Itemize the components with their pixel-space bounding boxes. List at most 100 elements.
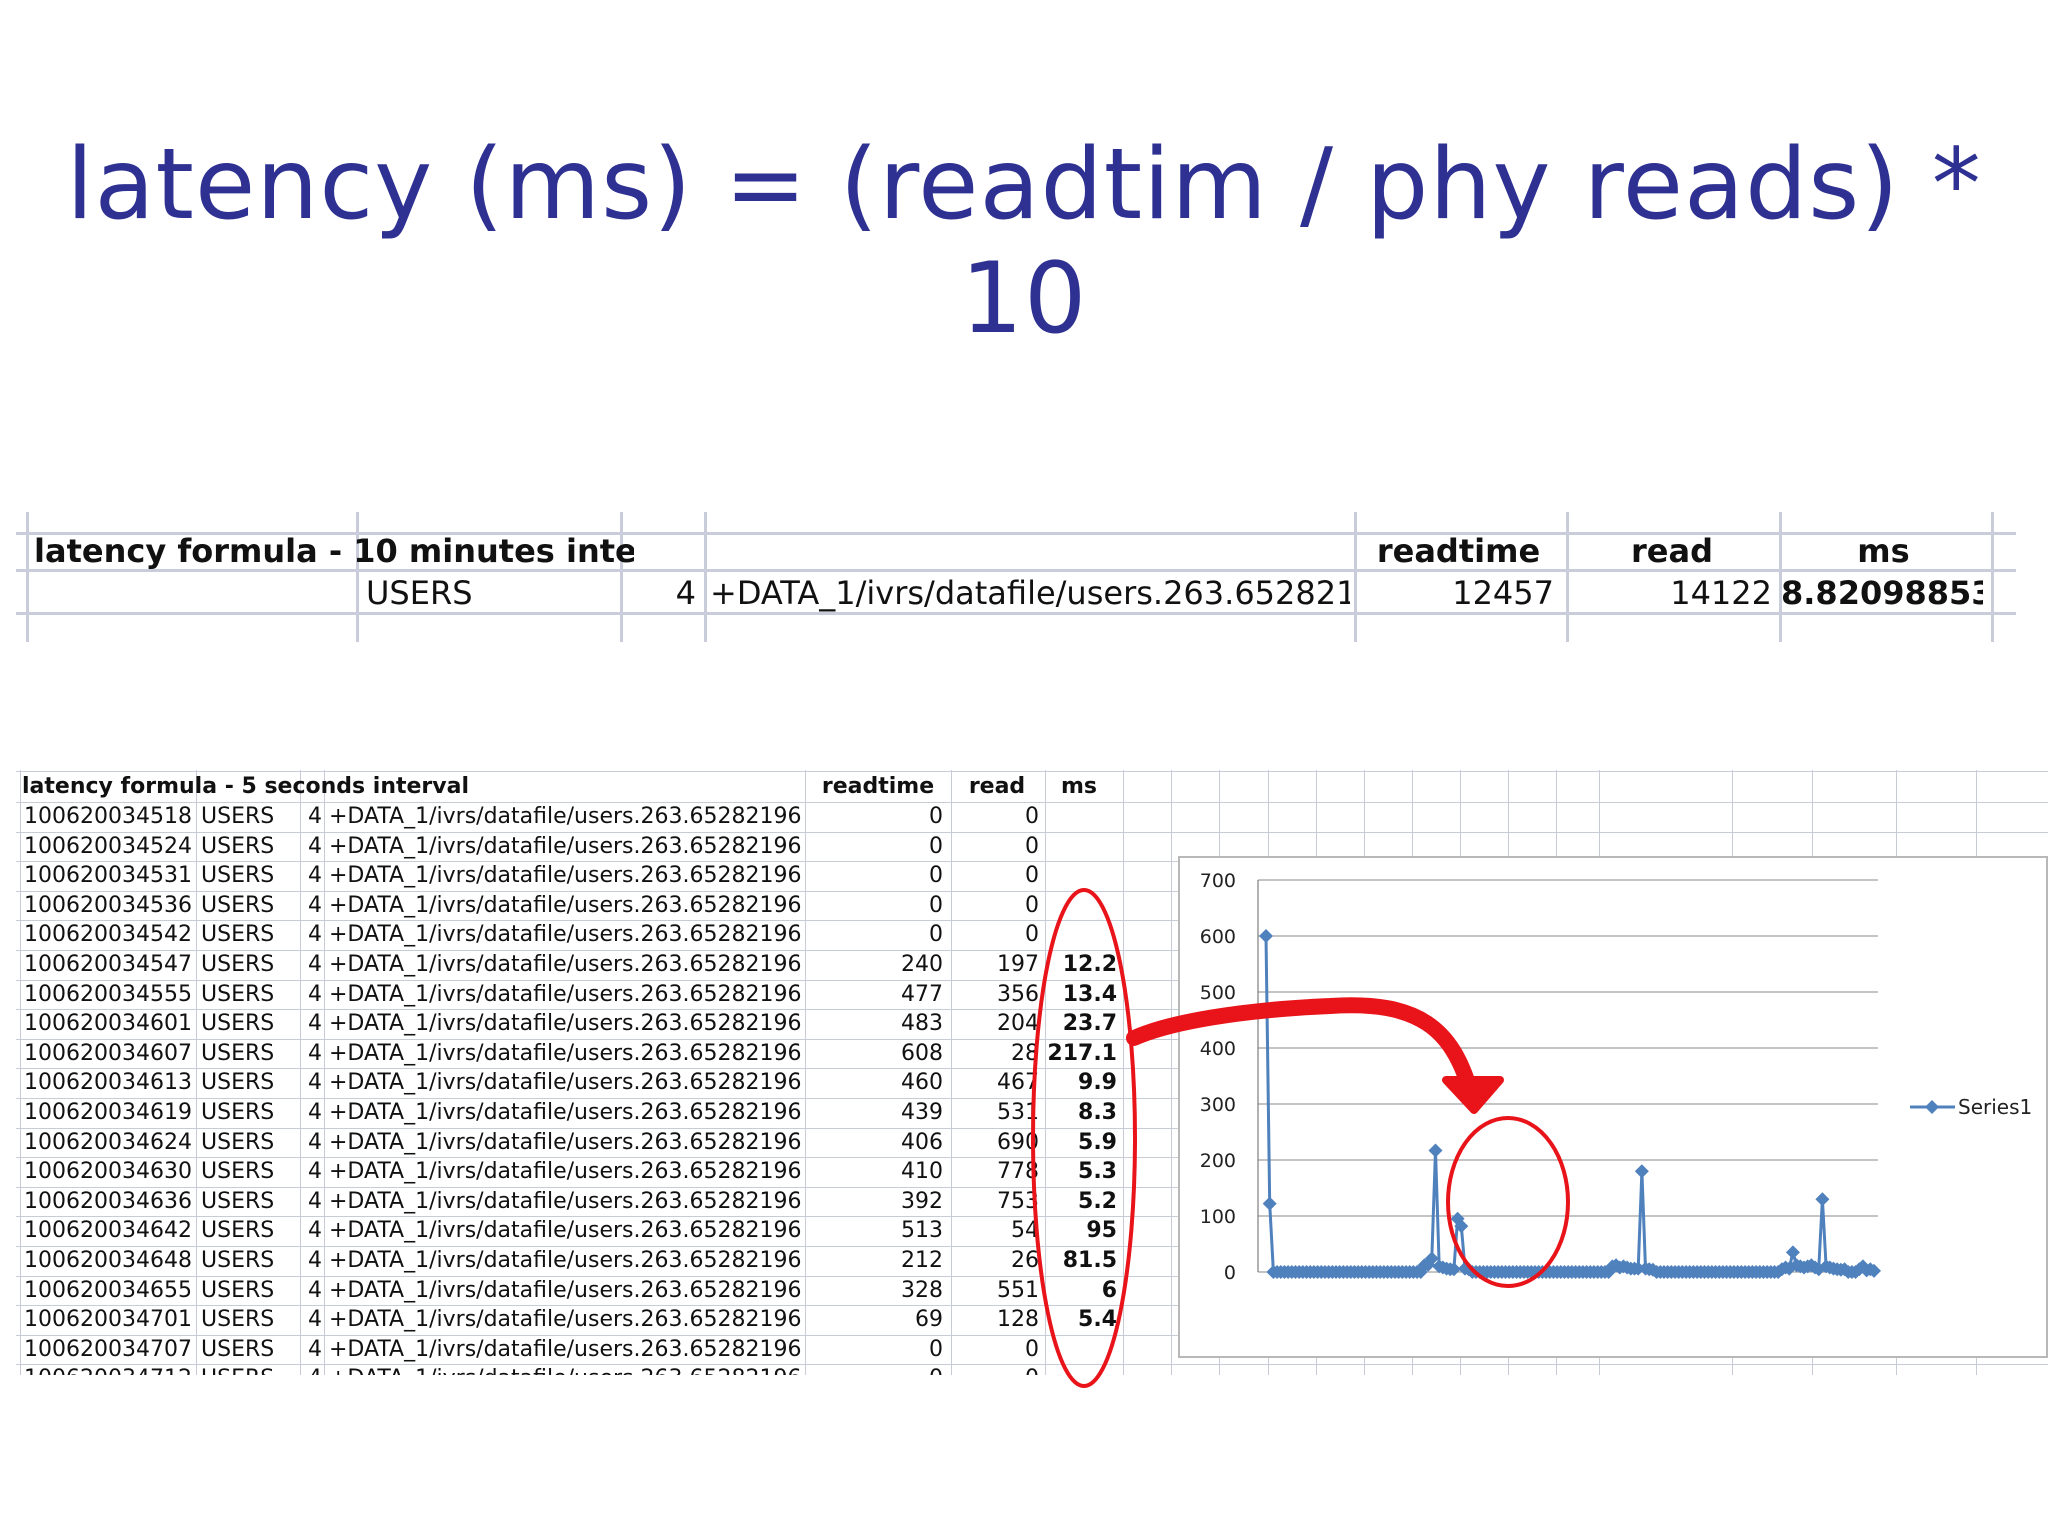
row-file-name: +DATA_1/ivrs/datafile/users.263.65282196… (329, 1307, 803, 1333)
row-read: 197 (997, 952, 1039, 977)
row-readtime: 410 (901, 1159, 943, 1185)
row-file-no: 4 (308, 892, 322, 918)
row-file-no: 4 (308, 922, 322, 948)
row-read: 28 (1011, 1040, 1039, 1066)
row-file-no: 4 (308, 1100, 322, 1125)
row-file-name: +DATA_1/ivrs/datafile/users.263.65282196… (329, 1070, 803, 1096)
row-ms: 5.2 (1078, 1188, 1117, 1214)
row-ms (1047, 891, 1117, 920)
row-tablespace: USERS (201, 1248, 275, 1273)
summary-readtime: 12457 (1452, 574, 1554, 612)
row-tablespace: USERS (201, 1307, 275, 1333)
row-file-name: +DATA_1/ivrs/datafile/users.263.65282196… (329, 1277, 803, 1303)
latency-chart-svg: 0 100 200 300 400 500 600 700 Series1 (1200, 870, 2033, 1284)
row-read: 128 (997, 1307, 1039, 1333)
row-readtime: 0 (929, 804, 943, 829)
row-file-name: +DATA_1/ivrs/datafile/users.263.65282196… (329, 952, 803, 977)
grid-line-v (805, 770, 806, 1375)
row-readtime: 513 (901, 1218, 943, 1244)
row-file-no: 4 (308, 981, 322, 1007)
row-readtime: 328 (901, 1277, 943, 1303)
row-file-no: 4 (308, 952, 322, 977)
row-file-name: +DATA_1/ivrs/datafile/users.263.65282196… (329, 1188, 803, 1214)
row-tablespace: USERS (201, 1188, 275, 1214)
row-tablespace: USERS (201, 1040, 275, 1066)
row-timestamp: 100620034630 (24, 1159, 192, 1185)
row-readtime: 212 (901, 1248, 943, 1273)
row-tablespace: USERS (201, 1159, 275, 1185)
row-read: 778 (997, 1159, 1039, 1185)
row-file-name: +DATA_1/ivrs/datafile/users.263.65282196… (329, 1011, 803, 1037)
row-read: 26 (1011, 1248, 1039, 1273)
summary-heading: latency formula - 10 minutes interval (34, 532, 634, 570)
row-tablespace: USERS (201, 1364, 299, 1375)
y-tick-label: 700 (1200, 870, 1236, 892)
grid-line-h (16, 831, 2048, 833)
row-ms: 81.5 (1062, 1248, 1117, 1273)
row-timestamp: 100620034536 (24, 892, 192, 918)
summary-file-no: 4 (675, 574, 696, 612)
row-readtime: 69 (915, 1307, 943, 1333)
row-file-name: +DATA_1/ivrs/datafile/users.263.65282196… (329, 981, 803, 1007)
row-read: 204 (997, 1011, 1039, 1037)
row-file-no: 4 (308, 1070, 322, 1096)
row-timestamp: 100620034642 (24, 1218, 192, 1244)
row-ms (1047, 832, 1117, 861)
y-tick-label: 400 (1200, 1038, 1236, 1060)
row-file-no: 4 (308, 1040, 322, 1066)
summary-ms: 8.82098853 (1781, 574, 1983, 612)
row-timestamp: 100620034555 (24, 981, 192, 1007)
row-ms (1047, 802, 1117, 831)
row-file-no: 4 (308, 1188, 322, 1214)
row-readtime: 240 (901, 952, 943, 977)
latency-chart: 0 100 200 300 400 500 600 700 Series1 (1178, 856, 2048, 1358)
row-timestamp: 100620034648 (24, 1248, 192, 1273)
row-file-no: 4 (308, 1277, 322, 1303)
y-tick-label: 100 (1200, 1206, 1236, 1228)
row-tablespace: USERS (201, 1336, 275, 1362)
row-file-name: +DATA_1/ivrs/datafile/users.263.65282196… (329, 1129, 803, 1155)
row-readtime: 439 (901, 1100, 943, 1125)
grid-line-v (951, 770, 952, 1375)
row-file-name: +DATA_1/ivrs/datafile/users.263.65282196… (329, 892, 803, 918)
row-file-no: 4 (308, 1159, 322, 1185)
row-readtime: 0 (929, 833, 943, 859)
detail-col-ms: ms (1060, 774, 1098, 799)
row-timestamp: 100620034712 (24, 1364, 194, 1375)
row-read: 551 (997, 1277, 1039, 1303)
y-tick-label: 200 (1200, 1150, 1236, 1172)
row-ms (1047, 1364, 1117, 1375)
data-point (1811, 1262, 1826, 1277)
row-file-no: 4 (308, 1336, 322, 1362)
row-file-name: +DATA_1/ivrs/datafile/users.263.65282196… (329, 1364, 803, 1375)
row-file-no: 4 (308, 1129, 322, 1155)
row-read: 0 (1025, 922, 1039, 948)
row-readtime: 483 (901, 1011, 943, 1037)
grid-line-v (324, 770, 325, 1375)
row-file-name: +DATA_1/ivrs/datafile/users.263.65282196… (329, 1159, 803, 1185)
grid-line-h (16, 771, 2048, 772)
row-readtime: 392 (901, 1188, 943, 1214)
row-read: 0 (1025, 863, 1039, 889)
row-tablespace: USERS (201, 804, 275, 829)
data-point (1259, 929, 1273, 943)
row-tablespace: USERS (201, 922, 275, 948)
data-point (1867, 1263, 1881, 1278)
summary-col-ms: ms (1857, 532, 1910, 570)
legend-label: Series1 (1958, 1095, 2032, 1119)
row-tablespace: USERS (201, 1277, 275, 1303)
grid-line-v (20, 770, 21, 1375)
data-point (1785, 1245, 1800, 1260)
row-tablespace: USERS (201, 833, 275, 859)
data-point (1413, 1265, 1428, 1279)
row-file-no: 4 (308, 1218, 322, 1244)
row-ms: 6 (1101, 1277, 1117, 1303)
row-ms: 95 (1086, 1218, 1117, 1244)
row-readtime: 406 (901, 1129, 943, 1155)
data-point (1855, 1259, 1870, 1274)
y-tick-label: 600 (1200, 926, 1236, 948)
row-tablespace: USERS (201, 952, 275, 977)
row-timestamp: 100620034607 (24, 1040, 192, 1066)
row-ms: 5.4 (1078, 1307, 1117, 1333)
row-tablespace: USERS (201, 1070, 275, 1096)
